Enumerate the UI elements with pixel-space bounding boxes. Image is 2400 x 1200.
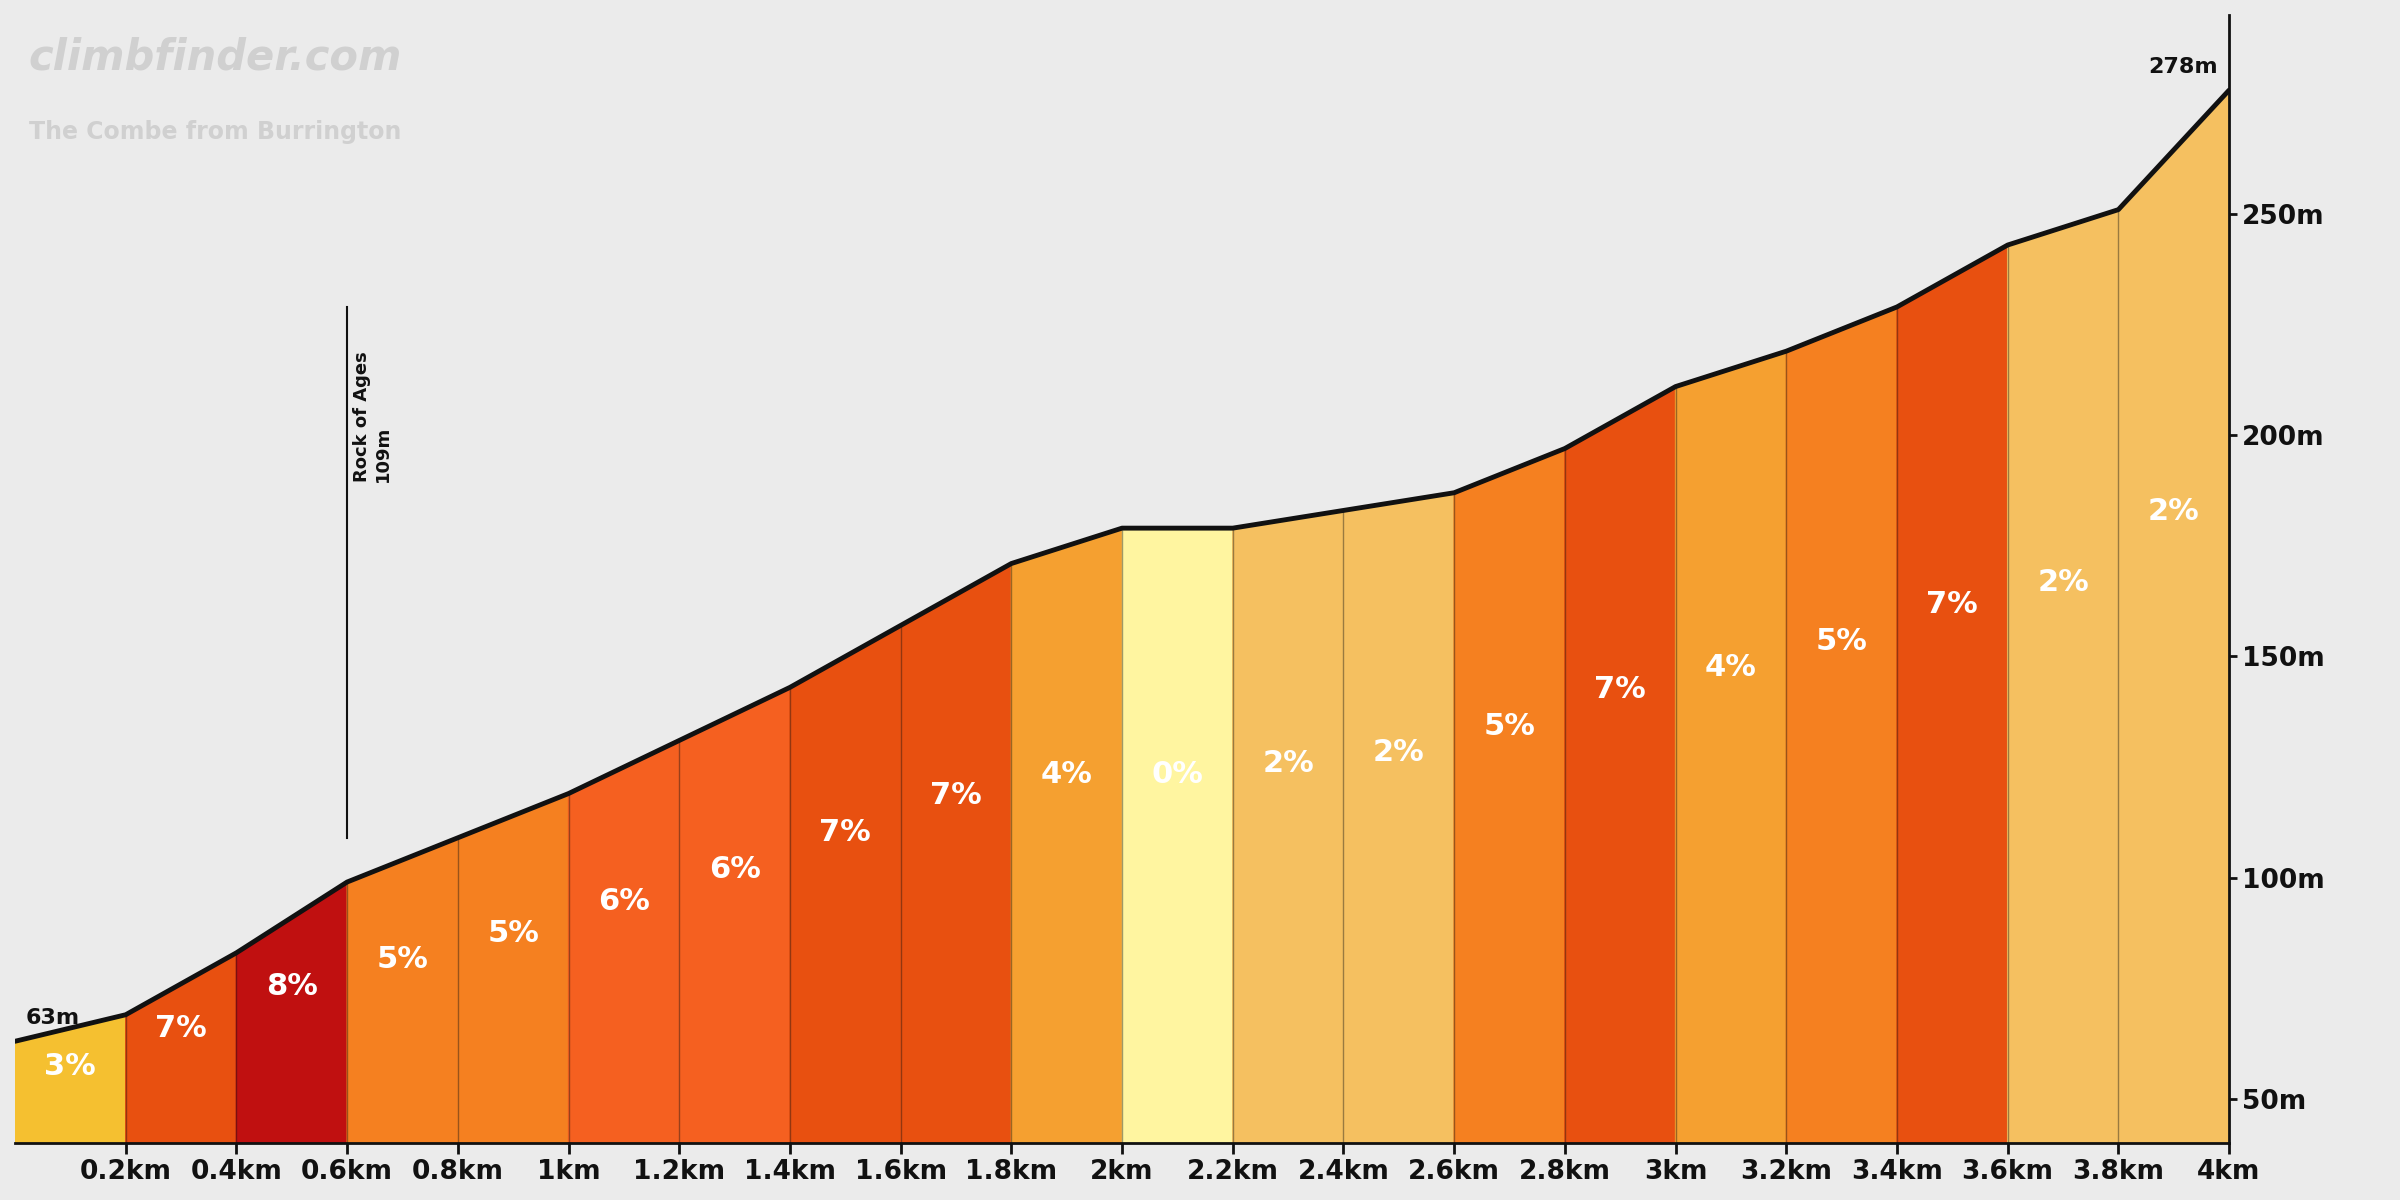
Polygon shape xyxy=(1123,528,1234,1144)
Text: 5%: 5% xyxy=(1483,712,1536,740)
Text: 6%: 6% xyxy=(708,856,761,884)
Text: 5%: 5% xyxy=(1817,626,1867,656)
Text: climbfinder.com: climbfinder.com xyxy=(29,36,403,78)
Text: 63m: 63m xyxy=(26,1008,79,1028)
Polygon shape xyxy=(1234,510,1344,1144)
Polygon shape xyxy=(238,882,348,1144)
Polygon shape xyxy=(348,838,458,1144)
Text: 3%: 3% xyxy=(46,1051,96,1080)
Polygon shape xyxy=(1896,245,2009,1144)
Text: Rock of Ages
109m: Rock of Ages 109m xyxy=(353,352,391,482)
Text: 5%: 5% xyxy=(377,946,427,974)
Text: 2%: 2% xyxy=(2038,569,2088,598)
Text: 7%: 7% xyxy=(1927,589,1978,619)
Text: 5%: 5% xyxy=(487,919,540,948)
Polygon shape xyxy=(1675,352,1786,1144)
Polygon shape xyxy=(900,564,1010,1144)
Text: 4%: 4% xyxy=(1042,760,1092,788)
Polygon shape xyxy=(679,688,790,1144)
Polygon shape xyxy=(458,793,569,1144)
Text: 2%: 2% xyxy=(1262,749,1313,778)
Text: 7%: 7% xyxy=(156,1014,206,1043)
Polygon shape xyxy=(2119,90,2230,1144)
Text: 7%: 7% xyxy=(1594,674,1646,703)
Polygon shape xyxy=(125,953,238,1144)
Polygon shape xyxy=(1565,386,1675,1144)
Text: 7%: 7% xyxy=(818,818,871,847)
Polygon shape xyxy=(1344,493,1454,1144)
Text: 4%: 4% xyxy=(1704,654,1757,683)
Polygon shape xyxy=(2009,210,2119,1144)
Text: 0%: 0% xyxy=(1152,760,1202,788)
Text: 2%: 2% xyxy=(1373,738,1426,767)
Text: 7%: 7% xyxy=(931,781,982,810)
Text: 278m: 278m xyxy=(2148,56,2218,77)
Text: 6%: 6% xyxy=(598,887,650,916)
Text: The Combe from Burrington: The Combe from Burrington xyxy=(29,120,401,144)
Polygon shape xyxy=(1010,528,1123,1144)
Polygon shape xyxy=(1454,449,1565,1144)
Polygon shape xyxy=(1786,307,1896,1144)
Text: 8%: 8% xyxy=(266,972,317,1001)
Polygon shape xyxy=(790,625,900,1144)
Polygon shape xyxy=(569,740,679,1144)
Text: 2%: 2% xyxy=(2148,497,2198,526)
Polygon shape xyxy=(14,1015,125,1144)
